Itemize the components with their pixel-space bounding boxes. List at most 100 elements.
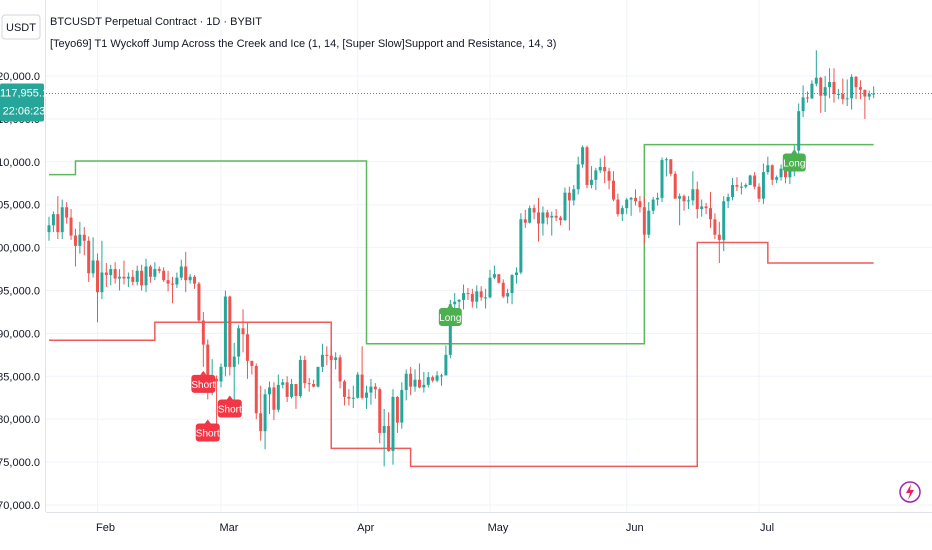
candle-body (492, 274, 496, 278)
candle-body (56, 214, 60, 233)
candle (378, 387, 382, 444)
candle-body (356, 374, 360, 398)
indicator-title[interactable]: [Teyo69] T1 Wyckoff Jump Across the Cree… (50, 38, 556, 50)
candle-body (611, 180, 615, 200)
logo-ring (899, 481, 921, 503)
candle-body (365, 392, 369, 398)
candle (347, 389, 351, 406)
candle (567, 186, 571, 231)
candle (757, 183, 761, 203)
candle-body (391, 396, 395, 451)
candle (166, 270, 170, 292)
candle-body (832, 82, 836, 95)
candle-body (722, 201, 726, 240)
candle-body (576, 164, 580, 190)
candle-body (140, 270, 144, 286)
candle (153, 262, 157, 281)
candle (65, 202, 69, 224)
candle (360, 346, 364, 400)
candle (523, 209, 527, 228)
candle (528, 205, 532, 224)
candle (294, 384, 298, 409)
candle-body (126, 276, 130, 279)
candle-body (854, 76, 858, 88)
candle-body (96, 260, 100, 293)
candle (82, 227, 86, 256)
candle (365, 385, 369, 409)
candle-body (537, 212, 541, 224)
candle-body (166, 280, 170, 284)
candle-body (788, 171, 792, 178)
candle (559, 215, 563, 226)
candle-body (836, 94, 840, 96)
candle-body (528, 208, 532, 223)
candle (245, 323, 249, 379)
candle-body (382, 426, 386, 433)
candle (664, 157, 668, 177)
candle-body (779, 168, 783, 178)
candle (462, 284, 466, 310)
candle (766, 156, 770, 175)
candle-body (497, 274, 501, 283)
candle-body (523, 219, 527, 223)
price-tick-label: 75,000.0 (0, 457, 40, 469)
time-tick-label: Feb (96, 522, 115, 534)
candle-body (669, 159, 673, 174)
candle (60, 199, 64, 240)
candle (722, 196, 726, 252)
candle-body (594, 170, 598, 180)
candle (867, 90, 871, 101)
price-tick-label: 70,000.0 (0, 500, 40, 512)
candle (342, 379, 346, 406)
candle (223, 290, 227, 377)
lightning-logo-icon[interactable] (899, 481, 921, 503)
candle-body (686, 200, 690, 202)
candle-body (510, 275, 514, 294)
candle-body (563, 192, 567, 221)
candle-body (69, 217, 73, 236)
candle (51, 211, 55, 233)
candle-body (625, 199, 629, 209)
candle-body (629, 197, 633, 200)
candle-body (157, 269, 161, 271)
price-tick-label: 85,000.0 (0, 371, 40, 383)
candle (537, 197, 541, 242)
candle (589, 166, 593, 189)
candle-body (342, 381, 346, 397)
candle-body (245, 334, 249, 361)
candle-body (360, 374, 364, 398)
long-signal-label: Long (439, 313, 461, 324)
candle-body (748, 175, 752, 185)
candle (488, 269, 492, 299)
currency-button[interactable]: USDT (1, 14, 41, 40)
short-signal: Short (191, 370, 216, 393)
candle (157, 266, 161, 274)
candle (611, 171, 615, 202)
short-signal-box (191, 374, 216, 393)
candle-body (514, 272, 518, 276)
candle (695, 181, 699, 219)
time-axis[interactable]: Feb Mar Apr May Jun Jul (96, 522, 774, 534)
bar-countdown: 22:06:23 (3, 106, 46, 118)
candle (594, 167, 598, 191)
candle-body (682, 196, 686, 202)
candle (506, 288, 510, 304)
candle-body (770, 165, 774, 180)
candle (334, 352, 338, 370)
short-signal-label: Short (218, 404, 242, 415)
candle-body (201, 320, 205, 345)
short-signal: Short (217, 395, 242, 418)
candle (126, 272, 130, 288)
candle (739, 182, 743, 195)
candle (303, 355, 307, 389)
candle (179, 259, 183, 281)
candle-body (223, 296, 227, 367)
candle-body (100, 272, 104, 293)
candle-body (704, 206, 708, 209)
candle-body (775, 177, 779, 180)
candle-body (828, 82, 832, 88)
candle-body (753, 175, 757, 187)
candle (700, 199, 704, 217)
candle (629, 196, 633, 216)
